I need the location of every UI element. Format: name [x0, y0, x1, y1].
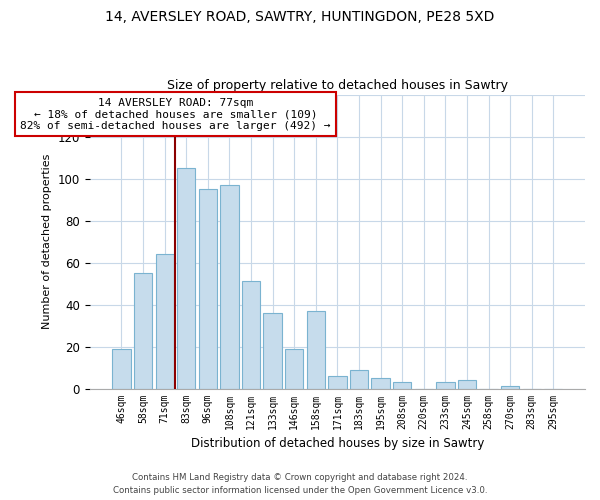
Text: Contains HM Land Registry data © Crown copyright and database right 2024.
Contai: Contains HM Land Registry data © Crown c… — [113, 474, 487, 495]
Bar — [199, 189, 217, 388]
Bar — [350, 370, 368, 388]
Text: 14 AVERSLEY ROAD: 77sqm
← 18% of detached houses are smaller (109)
82% of semi-d: 14 AVERSLEY ROAD: 77sqm ← 18% of detache… — [20, 98, 331, 131]
Bar — [436, 382, 455, 388]
Bar — [501, 386, 520, 388]
Bar — [285, 348, 304, 389]
Bar — [328, 376, 347, 388]
Bar — [155, 254, 174, 388]
Bar — [220, 185, 239, 388]
Title: Size of property relative to detached houses in Sawtry: Size of property relative to detached ho… — [167, 79, 508, 92]
Bar — [393, 382, 412, 388]
Y-axis label: Number of detached properties: Number of detached properties — [42, 154, 52, 329]
Bar — [263, 313, 282, 388]
Bar — [307, 311, 325, 388]
Bar — [371, 378, 390, 388]
X-axis label: Distribution of detached houses by size in Sawtry: Distribution of detached houses by size … — [191, 437, 484, 450]
Bar — [242, 282, 260, 389]
Text: 14, AVERSLEY ROAD, SAWTRY, HUNTINGDON, PE28 5XD: 14, AVERSLEY ROAD, SAWTRY, HUNTINGDON, P… — [106, 10, 494, 24]
Bar — [177, 168, 196, 388]
Bar — [134, 273, 152, 388]
Bar — [458, 380, 476, 388]
Bar — [112, 348, 131, 389]
